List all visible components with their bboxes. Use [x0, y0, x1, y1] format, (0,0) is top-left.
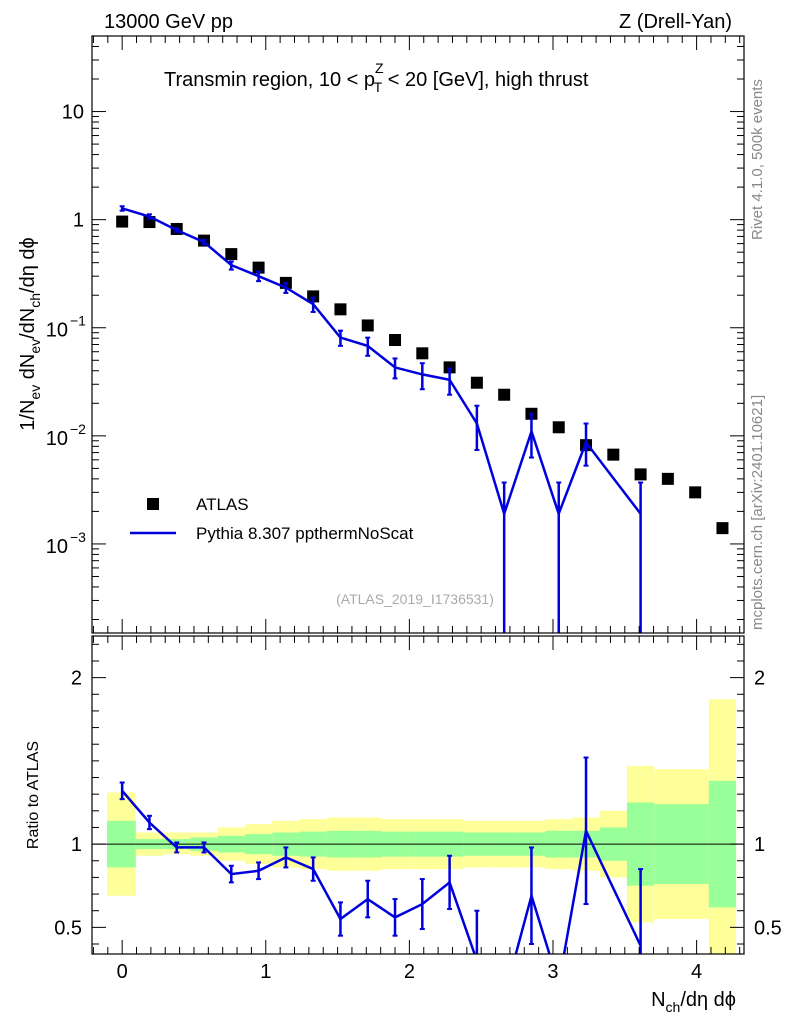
main-y-tick-exponent: −3 — [70, 529, 86, 545]
ratio-x-axis: 0 1 2 3 4 — [92, 636, 741, 983]
ratio-x-tick-label: 3 — [547, 961, 558, 983]
atlas-data-point — [225, 248, 238, 261]
atlas-data-point — [416, 347, 429, 360]
mcplots-side-label: mcplots.cern.ch [arXiv:2401.10621] — [749, 395, 766, 630]
ratio-y-tick-label-right: 0.5 — [754, 917, 782, 939]
legend-pythia-label: Pythia 8.307 ppthermNoScat — [196, 524, 414, 543]
ratio-ylabel-text: Ratio to ATLAS — [25, 741, 42, 849]
ratio-y-axis-label: Ratio to ATLAS — [25, 741, 42, 849]
ratio-plot-area — [92, 699, 744, 954]
analysis-watermark: (ATLAS_2019_I1736531) — [336, 591, 494, 607]
ylabel-part-2: dN — [17, 354, 39, 385]
atlas-data-point — [498, 388, 511, 401]
svg-text:1/Nev dNev/dNch/dη dϕ: 1/Nev dNev/dNch/dη dϕ — [17, 237, 43, 430]
legend-atlas-label: ATLAS — [196, 495, 249, 514]
atlas-data-point — [389, 334, 402, 347]
atlas-data-point — [661, 472, 674, 485]
ylabel-sub-ev-1: ev — [27, 385, 43, 400]
atlas-data-point — [716, 522, 729, 535]
svg-text:Nch/dη dϕ: Nch/dη dϕ — [651, 989, 736, 1015]
ratio-y-axis: 0.5 0.5 1 1 2 2 — [54, 643, 782, 945]
legend-atlas-marker — [147, 498, 159, 510]
mcplots-label-text: mcplots.cern.ch [arXiv:2401.10621] — [749, 395, 766, 630]
ratio-x-tick-label: 4 — [691, 961, 702, 983]
main-frame — [91, 35, 745, 634]
main-y-axis-label: 1/Nev dNev/dNch/dη dϕ — [17, 237, 43, 430]
ratio-y-tick-label-right: 1 — [754, 834, 765, 856]
rivet-label-text: Rivet 4.1.0, 500k events — [749, 79, 766, 240]
atlas-data-point — [307, 290, 320, 303]
title-subscript: T — [374, 79, 383, 95]
ratio-y-tick-label-left: 2 — [71, 668, 82, 690]
x-axis-label: Nch/dη dϕ — [651, 989, 736, 1015]
title-superscript: Z — [375, 60, 384, 76]
atlas-data-point — [470, 376, 483, 389]
atlas-data-point — [607, 448, 620, 461]
ylabel-part-6: /dη dϕ — [17, 237, 39, 293]
xlabel-part-2: /dη dϕ — [680, 989, 736, 1011]
atlas-data-point — [634, 468, 647, 481]
plot-title: Transmin region, 10 < pZ T < 20 [GeV], hi… — [164, 60, 589, 95]
pythia-line — [121, 207, 642, 518]
main-y-tick-label: 10 — [62, 102, 84, 124]
ratio-x-tick-label: 0 — [117, 961, 128, 983]
ratio-panel: 0.5 0.5 1 1 2 2 0 1 2 3 4 Ratio to ATLAS Nch/dη d… — [25, 635, 782, 1015]
header-left-label: 13000 GeV pp — [104, 11, 233, 33]
atlas-data-point — [116, 215, 129, 228]
atlas-data-point — [552, 421, 565, 434]
main-y-tick-label: 10 — [46, 536, 68, 558]
main-y-tick-exponent: −2 — [70, 421, 86, 437]
ratio-x-tick-label: 1 — [260, 961, 271, 983]
svg-text:Transmin region, 10 < pZT < 20: Transmin region, 10 < pZ T < 20 [GeV], hi… — [164, 60, 589, 95]
ratio-y-tick-label-right: 2 — [754, 668, 765, 690]
ylabel-sub-ch: ch — [27, 293, 43, 308]
main-x-ticks — [92, 36, 741, 633]
legend: ATLAS Pythia 8.307 ppthermNoScat — [130, 495, 414, 543]
atlas-data-point — [334, 303, 347, 316]
ylabel-sub-ev-2: ev — [27, 339, 43, 354]
atlas-data-point — [443, 361, 456, 374]
main-plot-area — [116, 205, 729, 633]
main-y-tick-label: 10 — [46, 320, 68, 342]
atlas-data-point — [252, 261, 265, 274]
atlas-data-point — [689, 486, 702, 499]
title-text-start: Transmin region, 10 < p — [164, 69, 375, 91]
ratio-frame — [91, 635, 745, 955]
ylabel-part-4: /dN — [17, 308, 39, 339]
xlabel-part-0: N — [651, 989, 665, 1011]
ylabel-part-0: 1/N — [17, 400, 39, 431]
header-right-label: Z (Drell-Yan) — [619, 11, 732, 33]
title-text-end: < 20 [GeV], high thrust — [382, 69, 589, 91]
main-y-tick-label: 10 — [46, 428, 68, 450]
xlabel-sub-ch: ch — [666, 999, 681, 1015]
atlas-data-point — [361, 319, 374, 332]
ratio-x-tick-label: 2 — [404, 961, 415, 983]
ratio-y-tick-label-left: 0.5 — [54, 917, 82, 939]
main-y-tick-exponent: −1 — [70, 313, 86, 329]
rivet-side-label: Rivet 4.1.0, 500k events — [749, 79, 766, 240]
ratio-y-tick-label-left: 1 — [71, 834, 82, 856]
main-y-tick-label: 1 — [73, 210, 84, 232]
